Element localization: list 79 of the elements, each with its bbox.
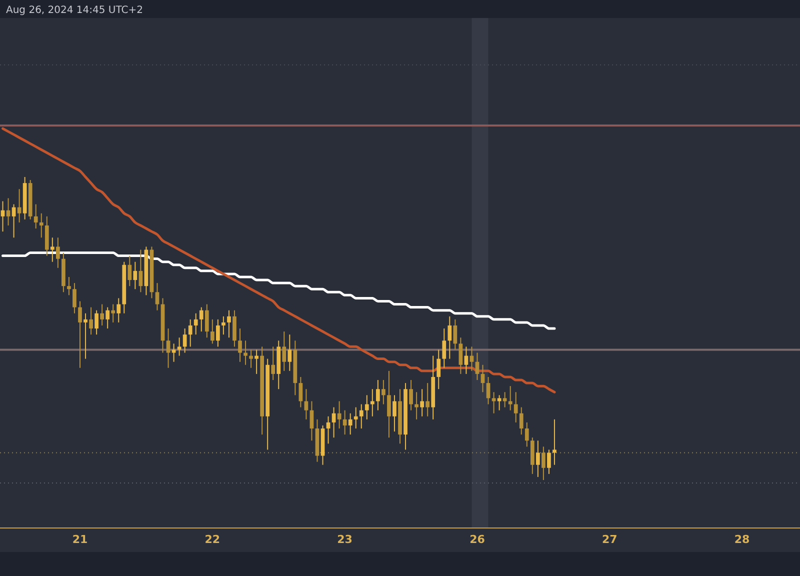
candlestick	[542, 446, 546, 480]
candlestick	[552, 418, 556, 466]
candlestick	[12, 204, 16, 238]
candlestick	[199, 306, 204, 332]
candlestick	[244, 340, 248, 366]
candlestick	[364, 394, 369, 420]
candlestick	[409, 380, 413, 411]
x-tick-label: 27	[602, 533, 618, 546]
candlestick	[128, 255, 132, 287]
candlestick	[210, 318, 214, 344]
candlestick	[84, 312, 88, 360]
candlestick	[547, 449, 551, 474]
candlestick	[34, 204, 38, 230]
candlestick	[238, 328, 242, 362]
candlestick	[133, 261, 138, 290]
candlestick	[271, 346, 276, 381]
candlestick	[536, 440, 540, 478]
candlestick	[204, 304, 209, 338]
candlestick	[442, 328, 446, 368]
candlestick	[348, 412, 352, 436]
candlestick	[382, 380, 386, 405]
candlestick	[392, 394, 396, 432]
x-tick-label: 26	[470, 533, 486, 546]
candlestick	[514, 392, 518, 423]
candlestick	[94, 310, 98, 336]
candlestick	[376, 380, 380, 411]
candlestick	[72, 282, 76, 314]
candlestick	[288, 334, 292, 372]
candlestick	[502, 392, 507, 408]
candlestick	[67, 276, 71, 296]
candlestick	[359, 404, 364, 429]
candlestick	[420, 388, 424, 417]
candlestick	[254, 349, 258, 374]
candlestick	[188, 318, 192, 348]
candlestick	[310, 400, 314, 442]
candlestick	[304, 388, 308, 420]
candlestick	[56, 237, 60, 268]
candlestick	[50, 237, 54, 262]
candlestick	[216, 318, 220, 348]
candlestick	[100, 304, 104, 326]
candlestick	[519, 406, 524, 436]
candlestick	[475, 352, 480, 381]
candlestick	[155, 282, 160, 311]
candlestick	[222, 316, 226, 336]
candlestick	[89, 306, 93, 336]
x-tick-label: 22	[204, 533, 220, 546]
candlestick	[249, 349, 253, 368]
candlestick	[453, 318, 458, 350]
candlestick	[414, 392, 418, 420]
candlestick	[106, 306, 110, 329]
x-tick-label: 23	[337, 533, 352, 546]
candlestick	[370, 388, 374, 417]
candlestick	[298, 376, 303, 408]
candlestick	[227, 310, 231, 338]
candlestick	[387, 370, 391, 438]
candlestick	[282, 331, 286, 372]
candlestick	[78, 300, 82, 368]
candlestick	[508, 386, 512, 411]
candlestick	[111, 304, 116, 323]
candlestick	[524, 422, 529, 448]
candlestick	[194, 312, 198, 336]
candlestick	[436, 349, 441, 390]
candlestick	[332, 406, 336, 438]
candlestick	[480, 364, 485, 393]
candlestick	[354, 406, 358, 429]
candlestick	[426, 382, 430, 417]
candlestick	[138, 249, 143, 293]
candlestick	[39, 212, 44, 238]
text: Aug 26, 2024 14:45 UTC+2	[6, 5, 143, 16]
candlestick	[116, 298, 121, 323]
candlestick	[448, 316, 452, 360]
x-tick-label: 21	[72, 533, 88, 546]
candlestick	[486, 376, 490, 405]
candlestick	[182, 328, 187, 354]
candlestick	[458, 337, 463, 374]
x-tick-label: 28	[734, 533, 750, 546]
candlestick	[342, 410, 347, 436]
candlestick	[464, 346, 468, 374]
candlestick	[166, 328, 170, 368]
